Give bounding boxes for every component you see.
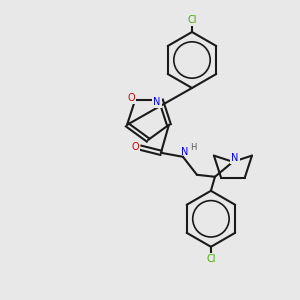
Text: Cl: Cl bbox=[187, 15, 197, 25]
Text: H: H bbox=[190, 143, 196, 152]
Text: Cl: Cl bbox=[206, 254, 216, 264]
Text: N: N bbox=[181, 147, 189, 157]
Text: O: O bbox=[127, 93, 135, 103]
Text: N: N bbox=[153, 97, 161, 107]
Text: O: O bbox=[131, 142, 139, 152]
Text: N: N bbox=[231, 153, 239, 163]
